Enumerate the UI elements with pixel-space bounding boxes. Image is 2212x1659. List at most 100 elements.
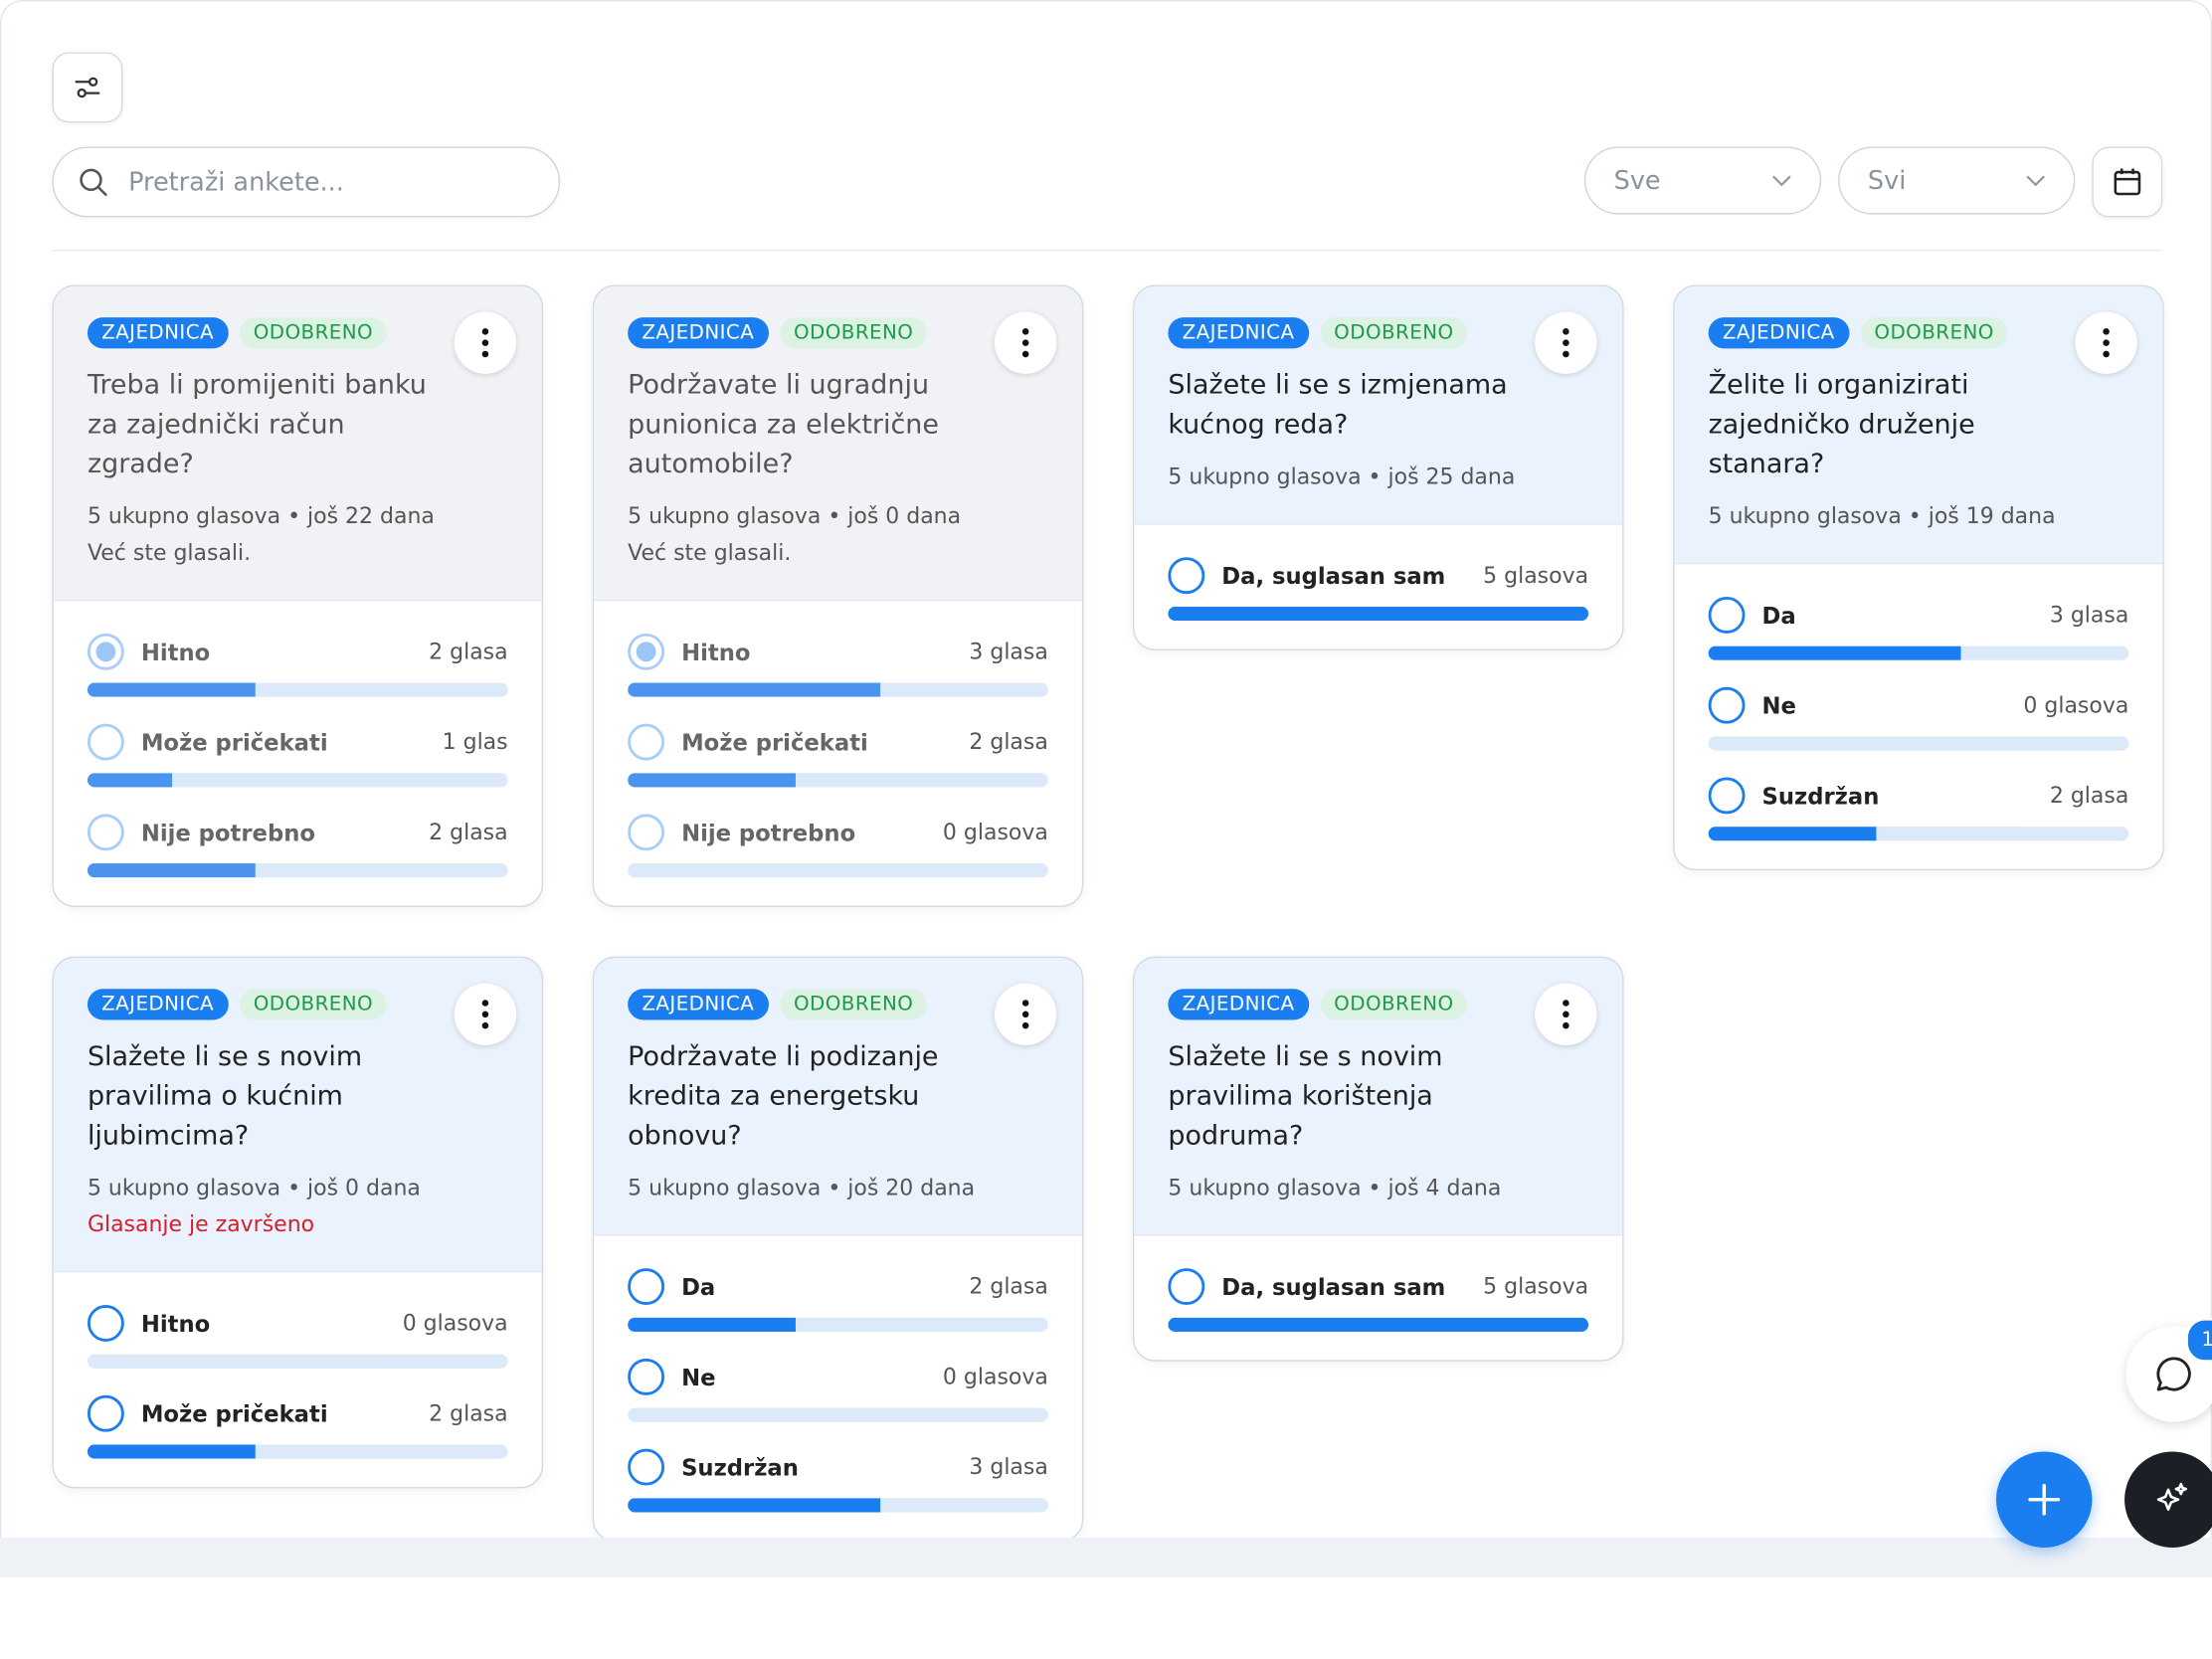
menu-button[interactable] [994,311,1057,374]
sparkle-icon [2156,1482,2188,1511]
progress-track [628,1407,1048,1422]
poll-options: Da, suglasan sam 5 glasova [1134,1234,1623,1360]
poll-card: ZAJEDNICA ODOBRENO Želite li organizirati … [1673,284,2164,871]
option: Nije potrebno 0 glasova [628,813,1048,878]
poll-meta: 5 ukupno glasova • još 0 dana [628,503,1048,529]
type-dropdown[interactable]: Sve [1583,146,1822,215]
radio[interactable] [628,723,665,761]
option-row[interactable]: Može pričekati 2 glasa [628,722,1048,762]
progress-track [87,682,508,697]
add-poll-button[interactable] [1995,1451,2093,1548]
progress-track [1708,645,2129,660]
radio[interactable] [87,1394,124,1432]
calendar-button[interactable] [2092,146,2163,218]
option-row[interactable]: Da 2 glasa [628,1267,1048,1307]
option-row[interactable]: Ne 0 glasova [1708,685,2128,725]
dots-icon [1021,1000,1029,1029]
poll-header: ZAJEDNICA ODOBRENO Podržavate li ugradnju … [594,285,1082,600]
search-input[interactable]: Pretraži ankete... [52,146,561,218]
option-row[interactable]: Nije potrebno 2 glasa [87,813,508,852]
ai-button[interactable] [2124,1451,2212,1548]
option-row[interactable]: Suzdržan 3 glasa [628,1447,1048,1487]
poll-header: ZAJEDNICA ODOBRENO Slažete li se s novim p… [53,958,542,1271]
radio[interactable] [87,723,124,761]
menu-button[interactable] [454,983,517,1046]
radio[interactable] [628,814,665,851]
tag-row: ZAJEDNICA ODOBRENO [628,989,1048,1020]
filter-button[interactable] [52,52,123,123]
option-row[interactable]: Ne 0 glasova [628,1357,1048,1396]
progress-bar [628,682,880,697]
option-row[interactable]: Hitno 0 glasova [87,1304,508,1344]
chat-icon [2156,1357,2191,1391]
option: Ne 0 glasova [628,1357,1048,1422]
option-row[interactable]: Da, suglasan sam 5 glasova [1168,556,1588,596]
option-row[interactable]: Da 3 glasa [1708,596,2128,636]
option-row[interactable]: Nije potrebno 0 glasova [628,813,1048,852]
poll-title: Treba li promijeniti banku za zajednički… [87,369,427,480]
option-votes: 2 glasa [429,820,508,845]
radio[interactable] [87,633,124,670]
poll-meta: 5 ukupno glasova • još 25 dana [1168,464,1588,490]
option-row[interactable]: Može pričekati 2 glasa [87,1393,508,1433]
tag: ZAJEDNICA [628,317,769,349]
poll-meta: 5 ukupno glasova • još 20 dana [628,1175,1048,1200]
tag-row: ZAJEDNICA ODOBRENO [1168,989,1588,1020]
option-row[interactable]: Može pričekati 1 glas [87,722,508,762]
radio[interactable] [628,1268,665,1305]
divider [52,250,2163,252]
dots-icon [481,1000,489,1029]
option-votes: 5 glasova [1483,1273,1589,1300]
poll-note: Glasanje je završeno [87,1211,315,1237]
option: Da 3 glasa [1708,596,2129,660]
chat-button[interactable]: 1 [2125,1317,2212,1422]
poll-card: ZAJEDNICA ODOBRENO Slažete li se s novim p… [1132,956,1624,1362]
option-row[interactable]: Suzdržan 2 glasa [1708,776,2128,816]
radio[interactable] [1168,557,1205,595]
option-label: Ne [1761,691,1796,719]
radio[interactable] [87,1304,124,1342]
progress-bar [1708,827,1877,841]
menu-button[interactable] [454,311,517,374]
dots-icon [2103,328,2110,358]
status-dropdown[interactable]: Svi [1838,146,2076,215]
poll-options: Da 2 glasa Ne 0 glasova Suzdržan 3 glasa [594,1234,1082,1539]
radio[interactable] [1708,777,1746,815]
tag: ZAJEDNICA [1168,317,1309,349]
chevron [2026,175,2046,187]
option-label: Da [1761,601,1796,629]
poll-note: Već ste glasali. [87,540,252,566]
radio[interactable] [628,1448,665,1486]
option-row[interactable]: Hitno 2 glasa [87,632,508,671]
radio[interactable] [1708,596,1746,634]
radio[interactable] [1708,686,1746,724]
poll-note: Već ste glasali. [628,540,792,566]
radio[interactable] [628,633,665,670]
menu-button[interactable] [1535,311,1597,374]
option: Može pričekati 2 glasa [87,1393,508,1459]
progress-track [628,682,1048,697]
separator: • [1361,463,1388,490]
dots-icon [1563,1000,1569,1029]
tag: ZAJEDNICA [87,989,229,1020]
menu-button[interactable] [2075,311,2137,374]
option-votes: 0 glasova [402,1310,508,1337]
tag-row: ZAJEDNICA ODOBRENO [628,317,1048,349]
time-left: još 25 dana [1387,463,1516,490]
progress-bar [628,1317,797,1332]
option-label: Suzdržan [681,1453,799,1481]
poll-meta: 5 ukupno glasova • još 0 dana [88,1175,508,1200]
option-row[interactable]: Hitno 3 glasa [628,632,1048,671]
total-votes: 5 ukupno glasova [1708,503,1902,529]
dropdown-value: Sve [1613,165,1661,196]
progress-track [1708,736,2129,751]
radio-dot [636,642,656,662]
menu-button[interactable] [1535,983,1597,1046]
menu-button[interactable] [994,983,1057,1046]
option-label: Da, suglasan sam [1221,1273,1446,1301]
radio[interactable] [628,1358,665,1395]
radio[interactable] [1168,1268,1205,1305]
separator: • [821,503,848,529]
radio[interactable] [87,814,124,851]
option-row[interactable]: Da, suglasan sam 5 glasova [1168,1267,1588,1307]
